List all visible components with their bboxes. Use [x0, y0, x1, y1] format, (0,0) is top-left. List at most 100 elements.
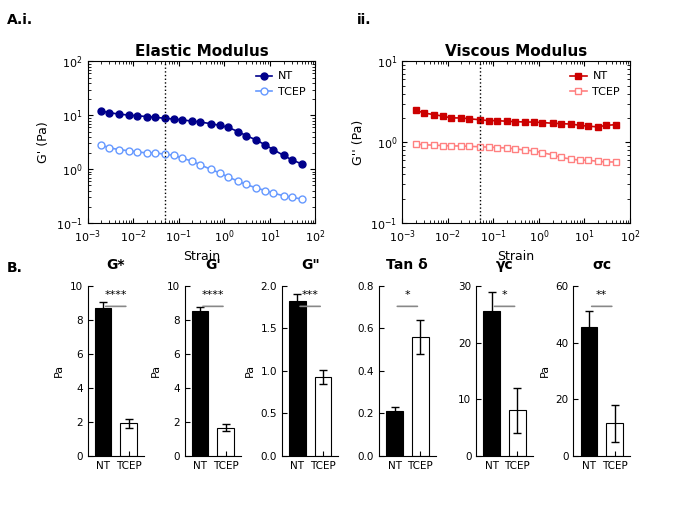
NT — [475, 117, 484, 123]
TCEP — [252, 185, 260, 191]
NT — [125, 112, 133, 118]
TCEP — [530, 148, 538, 154]
NT — [566, 121, 575, 127]
NT — [484, 118, 493, 124]
NT — [412, 107, 420, 113]
TCEP — [484, 144, 493, 150]
TCEP — [576, 157, 584, 163]
TCEP — [224, 174, 232, 180]
TCEP — [556, 154, 565, 160]
Line: TCEP: TCEP — [98, 142, 305, 202]
Title: G": G" — [301, 259, 319, 272]
TCEP — [188, 158, 197, 164]
TCEP — [206, 166, 215, 172]
TCEP — [298, 196, 306, 202]
TCEP — [439, 142, 447, 148]
TCEP — [105, 145, 113, 151]
NT — [97, 108, 106, 114]
NT — [511, 119, 519, 125]
NT — [439, 113, 447, 119]
NT — [521, 119, 529, 125]
TCEP — [412, 141, 420, 147]
NT — [105, 110, 113, 116]
Bar — [314, 377, 331, 456]
NT — [279, 153, 288, 159]
Bar — [94, 308, 111, 456]
X-axis label: Strain: Strain — [183, 250, 220, 263]
NT — [466, 116, 474, 122]
Title: G': G' — [205, 259, 220, 272]
Title: G*: G* — [106, 259, 125, 272]
NT — [252, 137, 260, 143]
NT — [556, 120, 565, 126]
Text: *: * — [502, 290, 508, 300]
TCEP — [116, 146, 124, 153]
TCEP — [241, 181, 250, 187]
TCEP — [447, 143, 456, 149]
TCEP — [97, 142, 106, 148]
Title: Viscous Modulus: Viscous Modulus — [445, 44, 587, 59]
NT — [298, 161, 306, 167]
TCEP — [143, 150, 151, 156]
Text: ****: **** — [104, 290, 127, 300]
Line: TCEP: TCEP — [412, 141, 620, 165]
TCEP — [493, 144, 501, 151]
Bar — [386, 411, 403, 456]
Bar — [484, 311, 500, 456]
Text: A.i.: A.i. — [7, 13, 33, 27]
TCEP — [279, 193, 288, 199]
Y-axis label: Pa: Pa — [151, 364, 161, 377]
NT — [143, 114, 151, 120]
NT — [224, 124, 232, 131]
X-axis label: Strain: Strain — [498, 250, 535, 263]
TCEP — [132, 149, 141, 155]
NT — [241, 133, 250, 139]
Title: Tan δ: Tan δ — [386, 259, 428, 272]
NT — [206, 121, 215, 127]
Text: ii.: ii. — [357, 13, 372, 27]
NT — [188, 118, 197, 124]
Text: *: * — [405, 290, 410, 300]
TCEP — [419, 142, 428, 148]
TCEP — [125, 147, 133, 154]
Text: ***: *** — [302, 290, 318, 300]
TCEP — [261, 187, 270, 194]
NT — [594, 124, 602, 130]
TCEP — [521, 147, 529, 153]
NT — [419, 110, 428, 116]
Bar — [580, 327, 597, 456]
TCEP — [196, 162, 204, 168]
NT — [170, 116, 178, 122]
TCEP — [270, 190, 278, 196]
TCEP — [548, 152, 556, 158]
Line: NT: NT — [98, 108, 305, 167]
TCEP — [216, 170, 224, 176]
Legend: NT, TCEP: NT, TCEP — [566, 67, 624, 101]
NT — [612, 121, 620, 127]
NT — [116, 111, 124, 117]
Y-axis label: G'' (Pa): G'' (Pa) — [351, 120, 365, 165]
Text: **: ** — [596, 290, 608, 300]
NT — [132, 113, 141, 119]
Y-axis label: Pa: Pa — [54, 364, 64, 377]
NT — [548, 120, 556, 126]
NT — [270, 146, 278, 153]
NT — [150, 114, 159, 120]
TCEP — [612, 159, 620, 165]
TCEP — [150, 150, 159, 156]
Bar — [289, 301, 306, 456]
Bar — [412, 337, 428, 456]
Legend: NT, TCEP: NT, TCEP — [251, 67, 310, 101]
Y-axis label: G' (Pa): G' (Pa) — [37, 121, 50, 163]
Text: B.: B. — [7, 261, 23, 275]
Bar — [192, 311, 209, 456]
NT — [538, 119, 547, 125]
TCEP — [161, 151, 169, 157]
TCEP — [288, 194, 296, 200]
NT — [196, 119, 204, 125]
NT — [584, 123, 592, 129]
Text: ****: **** — [202, 290, 224, 300]
NT — [288, 157, 296, 163]
NT — [161, 115, 169, 121]
NT — [430, 112, 438, 118]
